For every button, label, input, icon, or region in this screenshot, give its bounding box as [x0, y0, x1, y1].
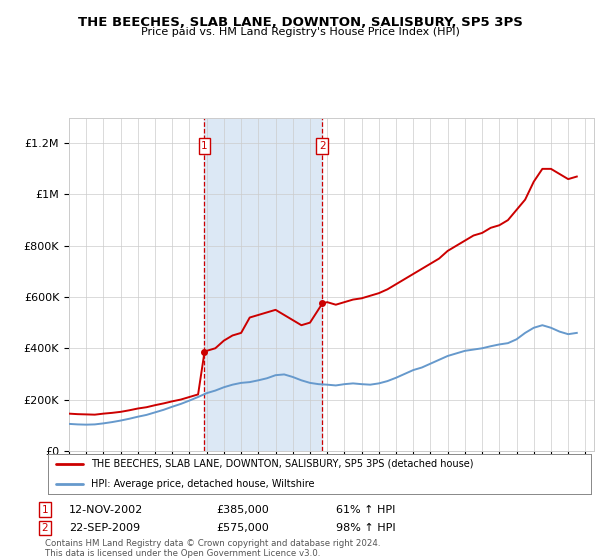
Text: 61% ↑ HPI: 61% ↑ HPI: [336, 505, 395, 515]
Text: £575,000: £575,000: [216, 523, 269, 533]
Text: £385,000: £385,000: [216, 505, 269, 515]
Text: 22-SEP-2009: 22-SEP-2009: [69, 523, 140, 533]
Bar: [205, 118, 322, 451]
Text: HPI: Average price, detached house, Wiltshire: HPI: Average price, detached house, Wilt…: [91, 479, 315, 489]
Text: 1: 1: [41, 505, 49, 515]
Text: THE BEECHES, SLAB LANE, DOWNTON, SALISBURY, SP5 3PS: THE BEECHES, SLAB LANE, DOWNTON, SALISBU…: [77, 16, 523, 29]
Text: 2: 2: [41, 523, 49, 533]
Text: 12-NOV-2002: 12-NOV-2002: [69, 505, 143, 515]
Text: Price paid vs. HM Land Registry's House Price Index (HPI): Price paid vs. HM Land Registry's House …: [140, 27, 460, 37]
Text: Contains HM Land Registry data © Crown copyright and database right 2024.
This d: Contains HM Land Registry data © Crown c…: [45, 539, 380, 558]
Text: 2: 2: [319, 141, 326, 151]
Text: 98% ↑ HPI: 98% ↑ HPI: [336, 523, 395, 533]
Text: THE BEECHES, SLAB LANE, DOWNTON, SALISBURY, SP5 3PS (detached house): THE BEECHES, SLAB LANE, DOWNTON, SALISBU…: [91, 459, 474, 469]
Text: 1: 1: [201, 141, 208, 151]
